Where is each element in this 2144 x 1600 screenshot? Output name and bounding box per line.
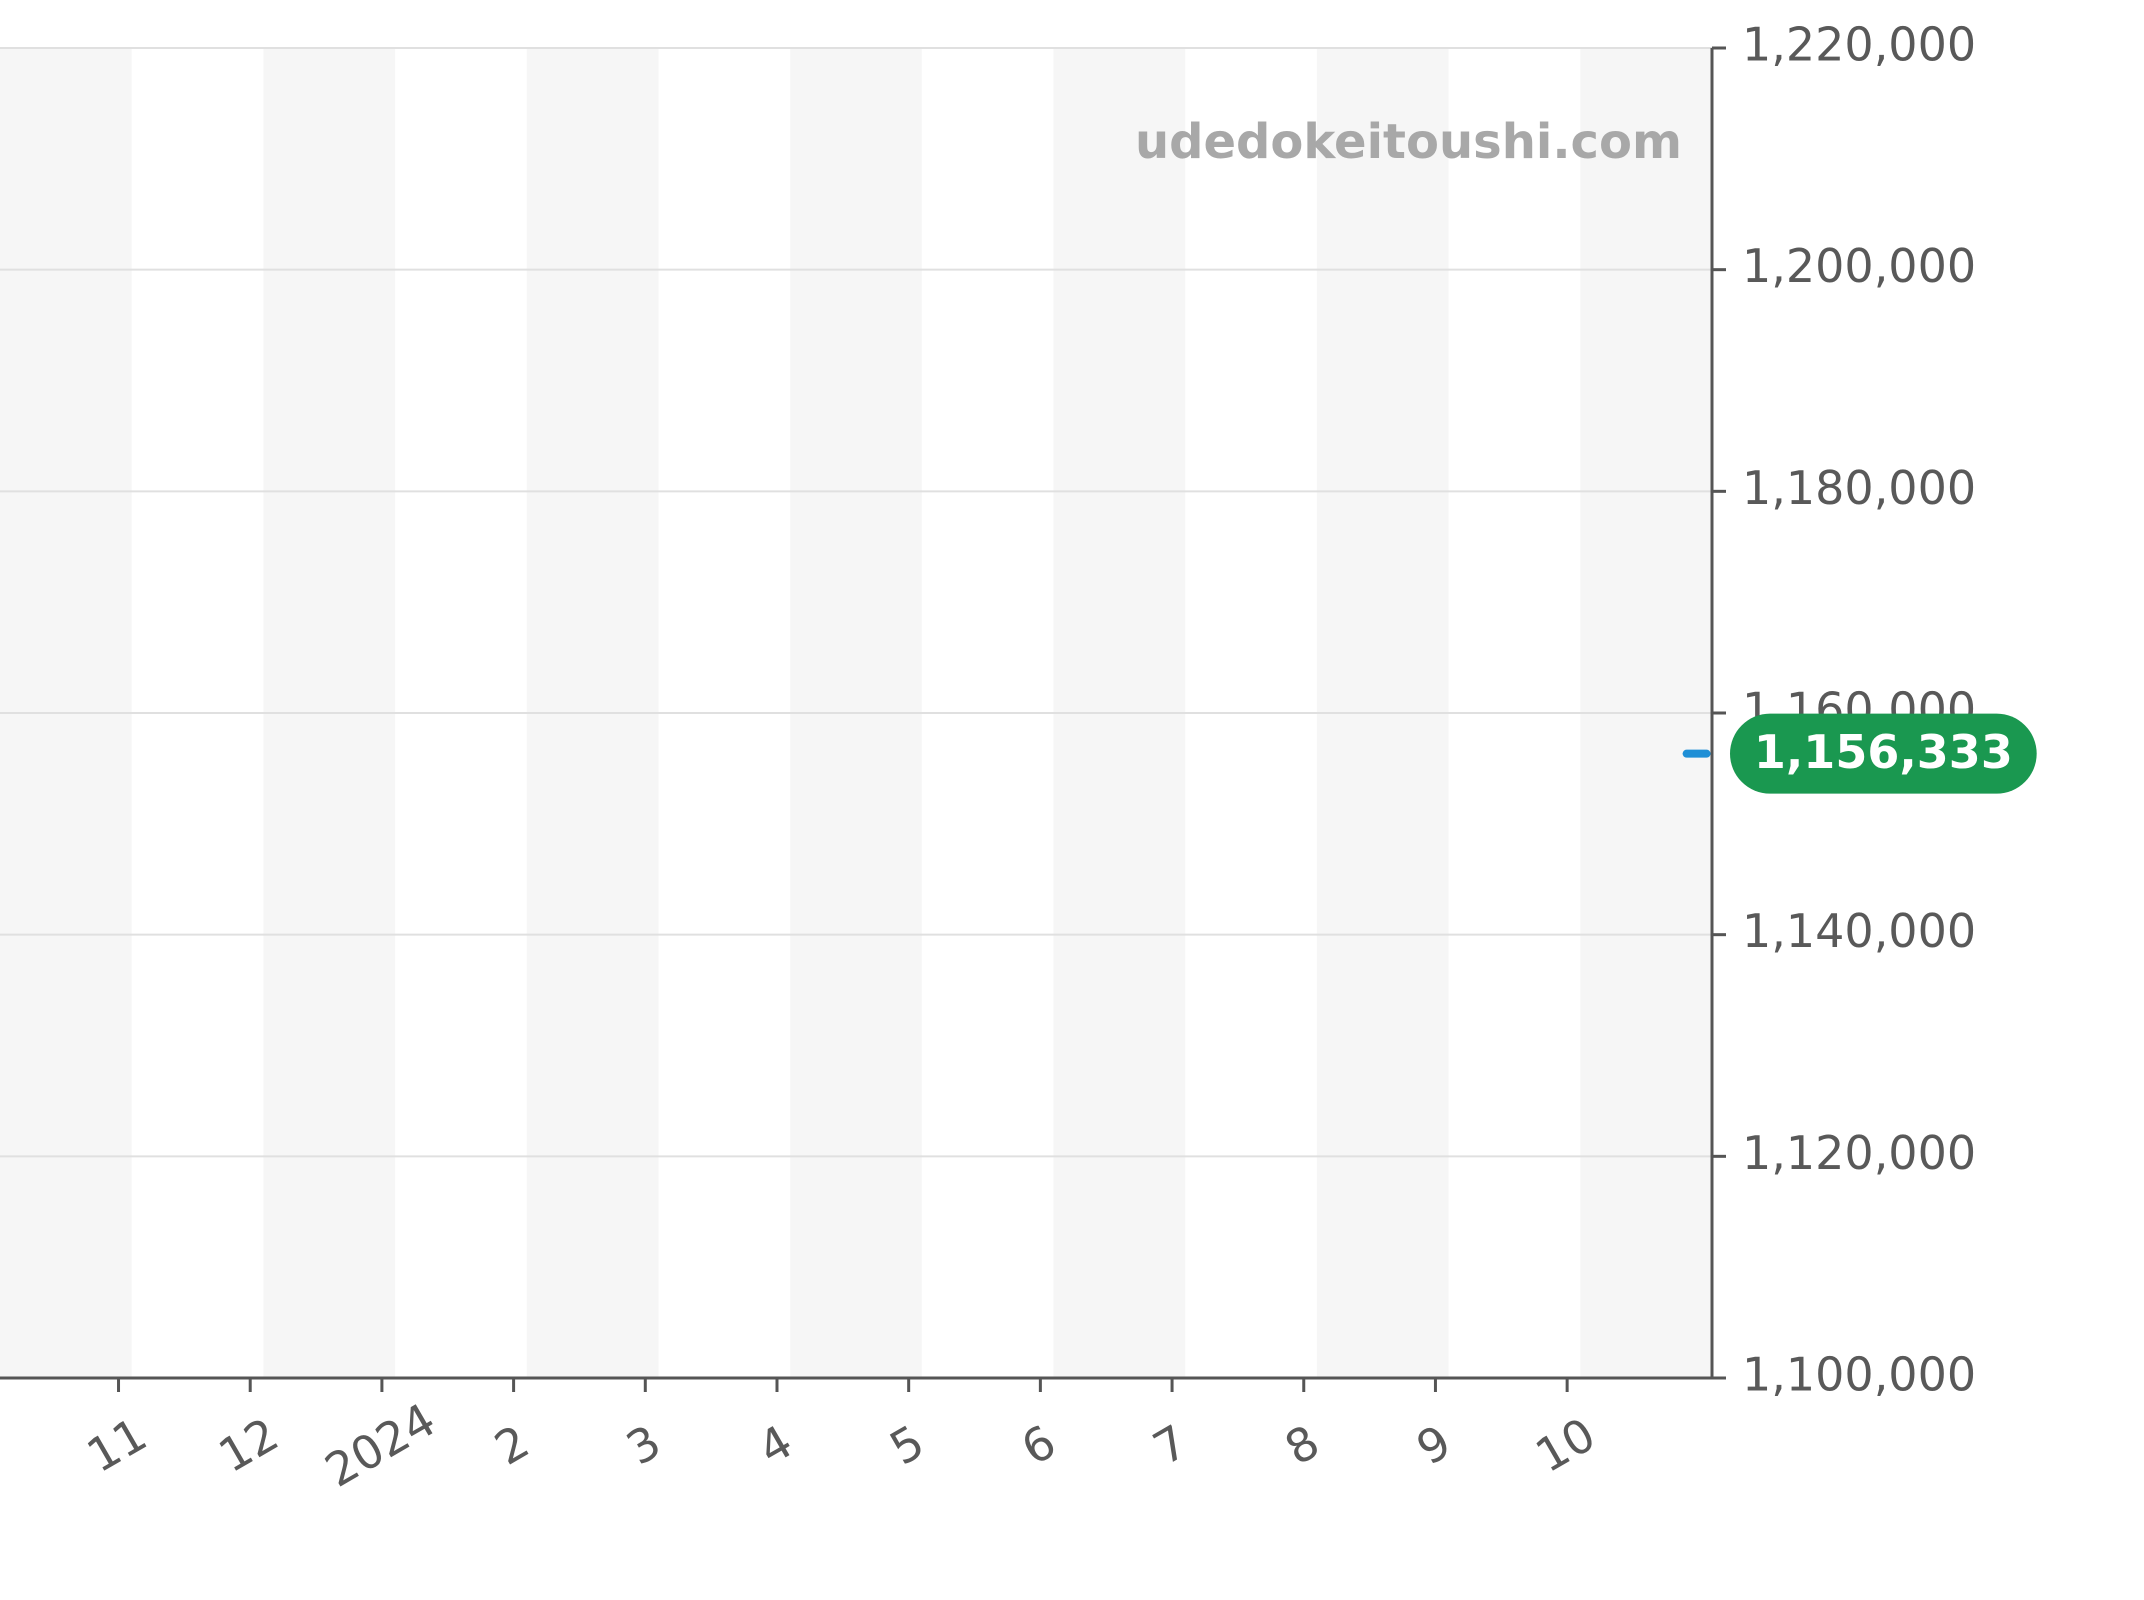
ytick-label: 1,180,000 [1742,461,1976,515]
xtick-label: 7 [1144,1414,1196,1475]
ytick-label: 1,220,000 [1742,18,1976,72]
value-badge-label: 1,156,333 [1754,725,2013,779]
xtick-label: 2024 [316,1392,444,1497]
ytick-label: 1,200,000 [1742,239,1976,293]
ytick-label: 1,140,000 [1742,904,1976,958]
xtick-label: 8 [1276,1414,1328,1475]
xtick-label: 6 [1012,1414,1064,1475]
ytick-label: 1,120,000 [1742,1126,1976,1180]
ytick-label: 1,100,000 [1742,1348,1976,1402]
xtick-label: 11 [78,1407,156,1483]
chart-svg: 1,100,0001,120,0001,140,0001,160,0001,18… [0,0,2144,1600]
watermark: udedokeitoushi.com [1135,114,1682,170]
xtick-label: 10 [1527,1407,1605,1483]
xtick-label: 4 [749,1414,801,1475]
xtick-label: 5 [881,1414,933,1475]
xtick-label: 12 [210,1407,288,1483]
xtick-label: 3 [617,1414,669,1475]
xtick-label: 2 [486,1414,538,1475]
price-chart: 1,100,0001,120,0001,140,0001,160,0001,18… [0,0,2144,1600]
xtick-label: 9 [1408,1414,1460,1475]
